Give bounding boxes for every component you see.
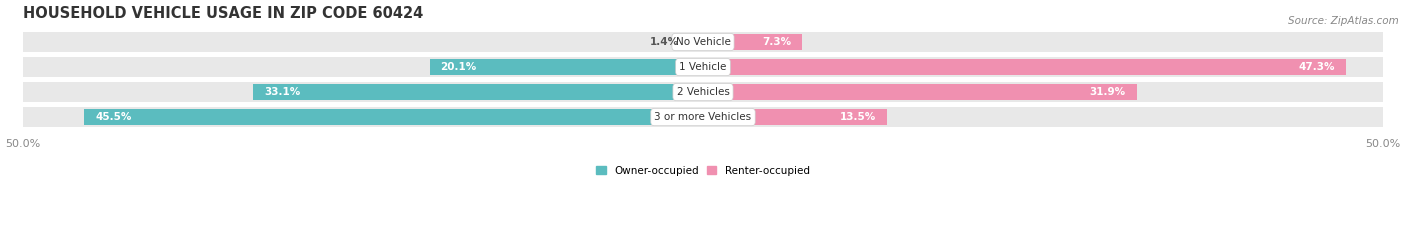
Text: 31.9%: 31.9% [1090,87,1126,97]
Text: 47.3%: 47.3% [1299,62,1336,72]
Text: Source: ZipAtlas.com: Source: ZipAtlas.com [1288,16,1399,26]
Text: 20.1%: 20.1% [440,62,477,72]
Bar [683,34,703,50]
Bar [703,82,1384,102]
Bar [703,59,1346,75]
Bar [84,109,703,125]
Text: 7.3%: 7.3% [762,37,792,47]
Text: No Vehicle: No Vehicle [675,37,731,47]
Bar [430,59,703,75]
Text: 45.5%: 45.5% [96,112,132,122]
Bar [703,107,1384,127]
Bar [703,57,1384,77]
Bar [703,34,803,50]
Bar [703,84,1136,100]
Bar [703,109,887,125]
Text: 1 Vehicle: 1 Vehicle [679,62,727,72]
Text: 2 Vehicles: 2 Vehicles [676,87,730,97]
Text: 13.5%: 13.5% [839,112,876,122]
Bar [22,32,703,52]
Text: HOUSEHOLD VEHICLE USAGE IN ZIP CODE 60424: HOUSEHOLD VEHICLE USAGE IN ZIP CODE 6042… [22,6,423,21]
Text: 33.1%: 33.1% [264,87,299,97]
Bar [703,32,1384,52]
Bar [253,84,703,100]
Bar [22,107,703,127]
Bar [22,82,703,102]
Bar [22,57,703,77]
Text: 1.4%: 1.4% [650,37,679,47]
Text: 3 or more Vehicles: 3 or more Vehicles [654,112,752,122]
Legend: Owner-occupied, Renter-occupied: Owner-occupied, Renter-occupied [596,166,810,176]
